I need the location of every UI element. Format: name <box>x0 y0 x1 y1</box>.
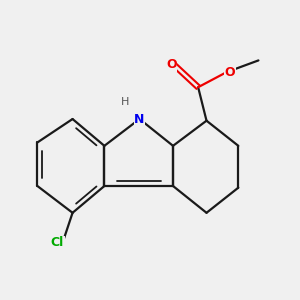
Text: Cl: Cl <box>51 236 64 249</box>
Text: N: N <box>134 112 145 125</box>
Text: O: O <box>166 58 177 71</box>
Text: O: O <box>225 66 235 79</box>
Text: H: H <box>121 97 130 107</box>
